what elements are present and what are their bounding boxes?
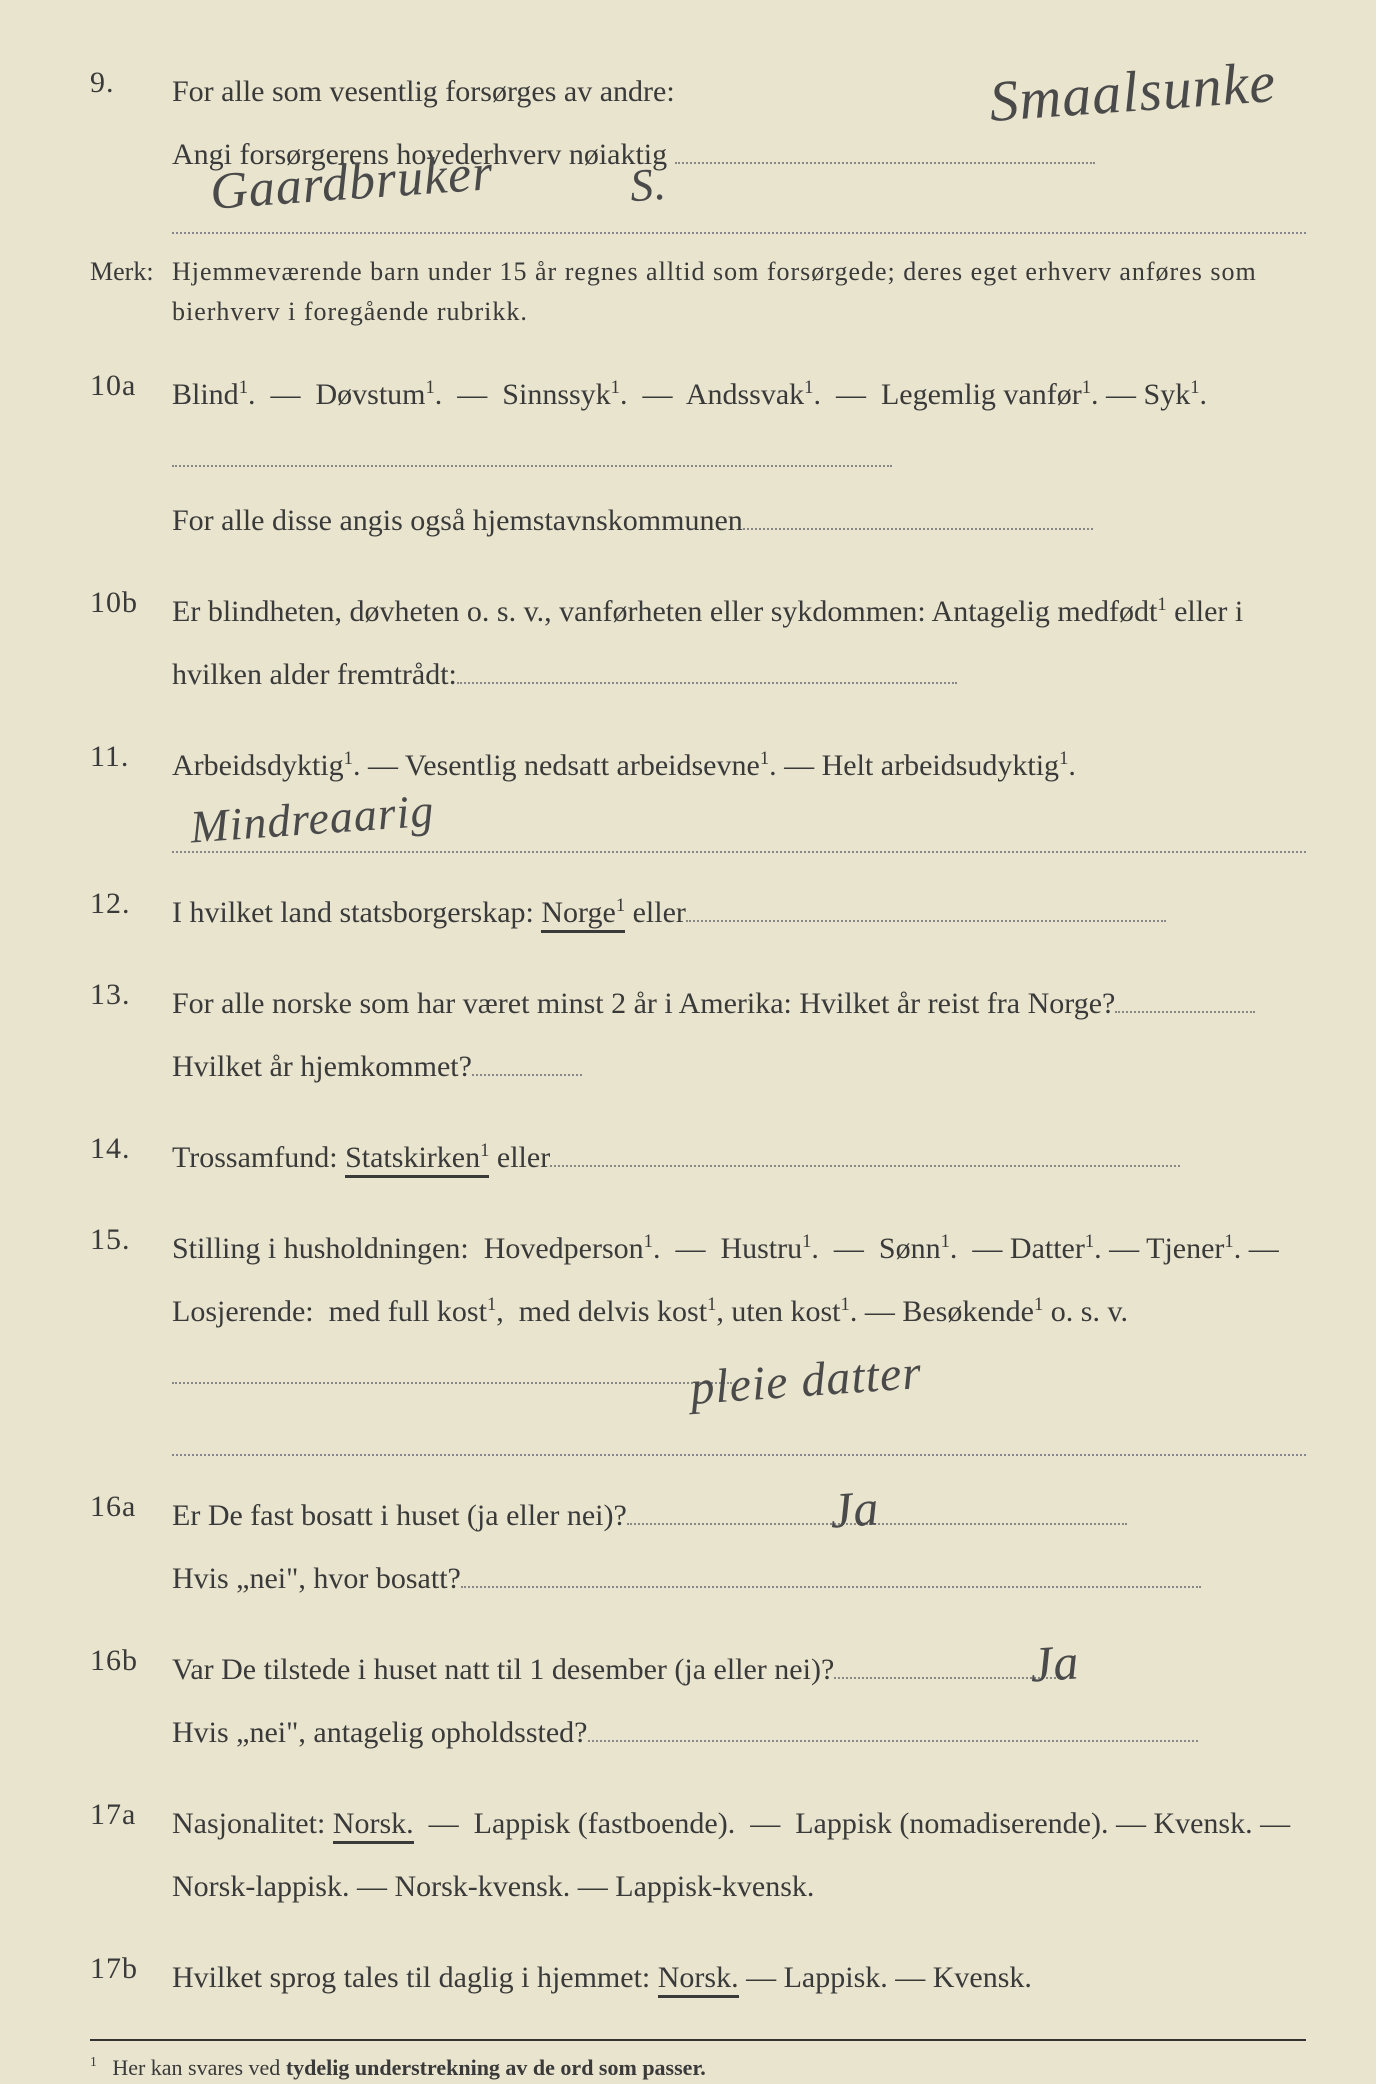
q14-number: 14. [90,1126,172,1189]
q12-a: I hvilket land statsborgerskap: [172,896,541,929]
q16a-a: Er De fast bosatt i huset (ja eller nei)… [172,1499,627,1532]
q14-c: eller [497,1141,550,1174]
q11-number: 11. [90,734,172,853]
q9-number: 9. [90,60,172,186]
q14-b: Statskirken1 [345,1141,489,1178]
q10a-number: 10a [90,363,172,552]
q10a-line3: For alle disse angis også hjemstavnskomm… [172,504,743,537]
question-17a: 17a Nasjonalitet: Norsk. — Lappisk (fast… [90,1792,1306,1918]
q9-handwriting-3: S. [628,149,669,220]
q14-content: Trossamfund: Statskirken1 eller [172,1126,1306,1189]
q17a-content: Nasjonalitet: Norsk. — Lappisk (fastboen… [172,1792,1306,1918]
q9-line1: For alle som vesentlig forsørges av andr… [172,75,675,108]
question-16a: 16a Er De fast bosatt i huset (ja eller … [90,1484,1306,1610]
footnote-b: tydelig understrekning av de ord som pas… [286,2055,706,2080]
q16b-a: Var De tilstede i huset natt til 1 desem… [172,1653,834,1686]
footnote-a: Her kan svares ved [112,2055,286,2080]
q17a-number: 17a [90,1792,172,1918]
question-13: 13. For alle norske som har været minst … [90,972,1306,1098]
q12-content: I hvilket land statsborgerskap: Norge1 e… [172,881,1306,944]
q12-b: Norge1 [541,896,625,933]
q17b-c: — Lappisk. — Kvensk. [746,1961,1032,1994]
q14-a: Trossamfund: [172,1141,345,1174]
merk-label: Merk: [90,252,172,333]
question-11: 11. Arbeidsdyktig1. — Vesentlig nedsatt … [90,734,1306,853]
question-9: 9. For alle som vesentlig forsørges av a… [90,60,1306,186]
question-16b: 16b Var De tilstede i huset natt til 1 d… [90,1638,1306,1764]
note-merk: Merk: Hjemmeværende barn under 15 år reg… [90,252,1306,333]
question-12: 12. I hvilket land statsborgerskap: Norg… [90,881,1306,944]
question-10a: 10a Blind1. — Døvstum1. — Sinnssyk1. — A… [90,363,1306,552]
merk-text: Hjemmeværende barn under 15 år regnes al… [172,252,1306,333]
q17a-b: Norsk. [333,1807,414,1844]
question-15: 15. Stilling i husholdningen: Hovedperso… [90,1217,1306,1456]
q10b-number: 10b [90,580,172,706]
q16a-b: Hvis „nei", hvor bosatt? [172,1562,461,1595]
q12-number: 12. [90,881,172,944]
question-10b: 10b Er blindheten, døvheten o. s. v., va… [90,580,1306,706]
q16b-handwriting: Ja [1027,1624,1081,1702]
q16a-number: 16a [90,1484,172,1610]
census-form-page: 9. For alle som vesentlig forsørges av a… [90,60,1306,2084]
q17b-content: Hvilket sprog tales til daglig i hjemmet… [172,1946,1306,2009]
q16a-handwriting: Ja [827,1470,881,1548]
q17b-number: 17b [90,1946,172,2009]
q17b-b: Norsk. [658,1961,739,1998]
q16b-b: Hvis „nei", antagelig opholdssted? [172,1716,588,1749]
q13-number: 13. [90,972,172,1098]
q13-content: For alle norske som har været minst 2 år… [172,972,1306,1098]
footnote: 1 Her kan svares ved tydelig understrekn… [90,2039,1306,2084]
q16b-number: 16b [90,1638,172,1764]
q15-number: 15. [90,1217,172,1456]
q17b-a: Hvilket sprog tales til daglig i hjemmet… [172,1961,658,1994]
q12-c: eller [633,896,686,929]
question-14: 14. Trossamfund: Statskirken1 eller [90,1126,1306,1189]
footnote-sup: 1 [90,2054,97,2069]
q17a-a: Nasjonalitet: [172,1807,333,1840]
question-17b: 17b Hvilket sprog tales til daglig i hje… [90,1946,1306,2009]
q13-b: Hvilket år hjemkommet? [172,1050,472,1083]
q16b-content: Var De tilstede i huset natt til 1 desem… [172,1638,1306,1764]
q10a-content: Blind1. — Døvstum1. — Sinnssyk1. — Andss… [172,363,1306,552]
q16a-content: Er De fast bosatt i huset (ja eller nei)… [172,1484,1306,1610]
q10b-content: Er blindheten, døvheten o. s. v., vanfør… [172,580,1306,706]
